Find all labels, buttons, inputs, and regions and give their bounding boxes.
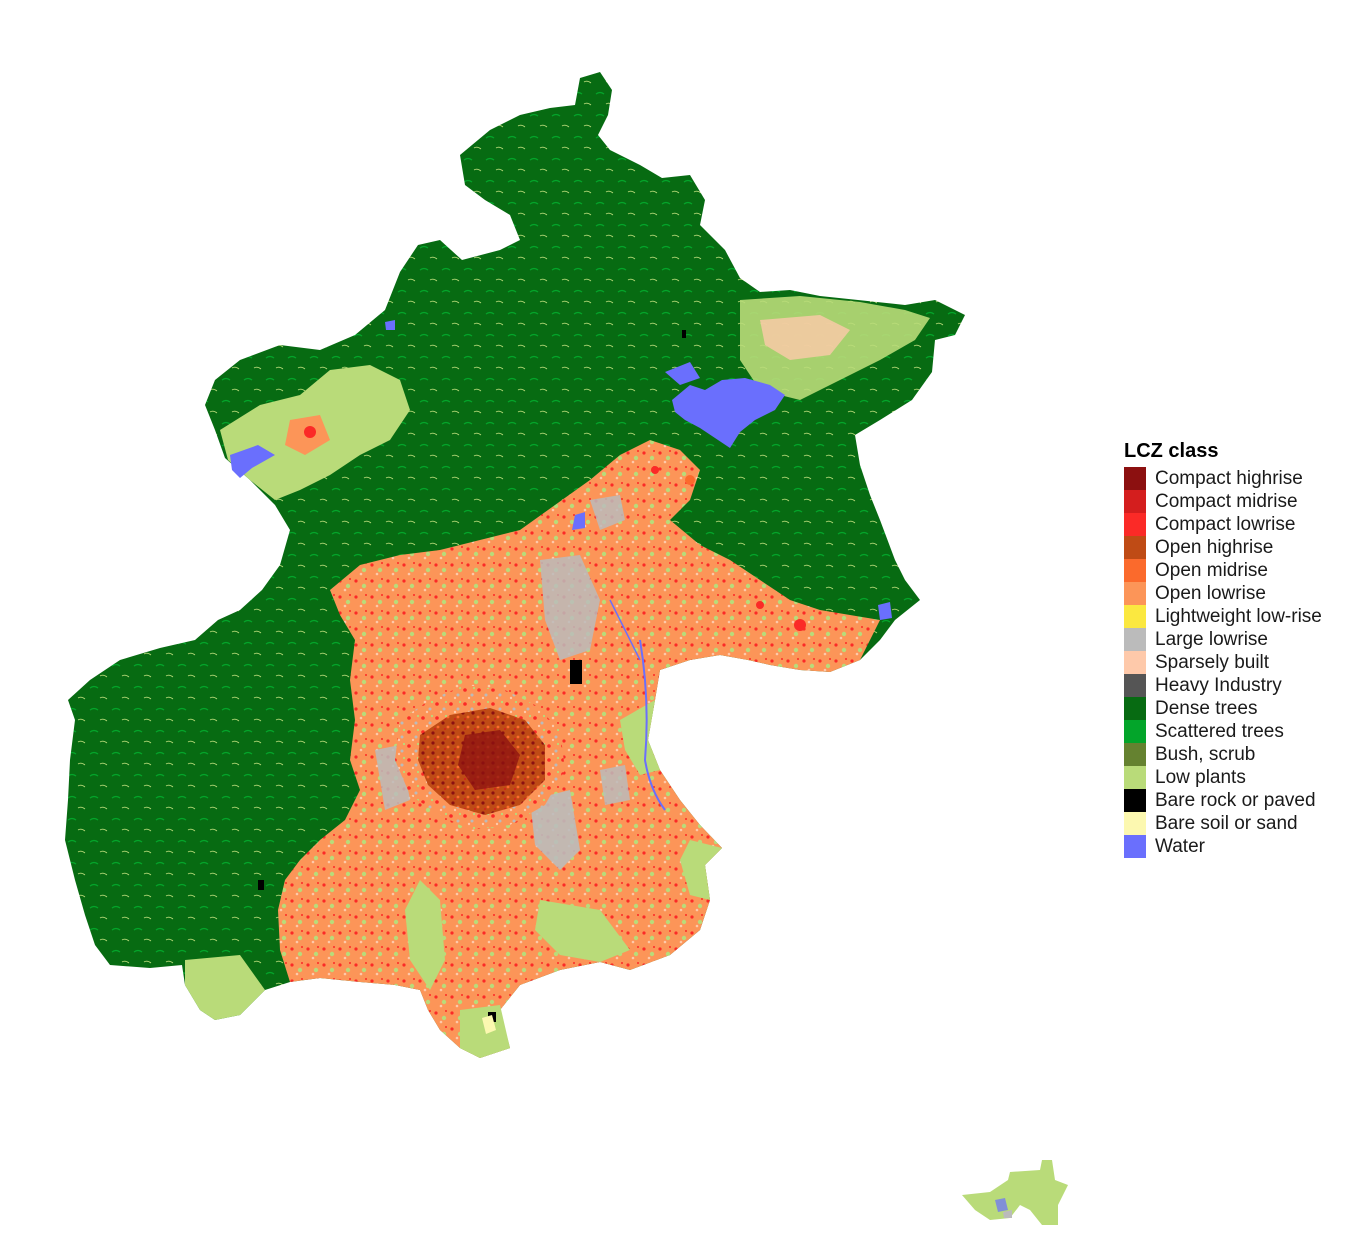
legend-item: Compact highrise [1124, 467, 1354, 490]
legend-swatch [1124, 605, 1146, 628]
legend-item: Open lowrise [1124, 582, 1354, 605]
legend-label: Scattered trees [1155, 721, 1284, 742]
legend-label: Compact midrise [1155, 491, 1298, 512]
legend-item: Compact lowrise [1124, 513, 1354, 536]
beijing-lcz-map [65, 72, 1068, 1225]
legend-label: Open highrise [1155, 537, 1274, 558]
legend-item: Water [1124, 835, 1354, 858]
legend-item: Heavy Industry [1124, 674, 1354, 697]
legend-items: Compact highrise Compact midrise Compact l… [1124, 467, 1354, 858]
legend-swatch [1124, 743, 1146, 766]
legend-swatch [1124, 490, 1146, 513]
large-lowrise-east [540, 555, 600, 660]
legend-label: Water [1155, 836, 1205, 857]
legend-swatch [1124, 674, 1146, 697]
legend-label: Heavy Industry [1155, 675, 1282, 696]
legend-label: Lightweight low-rise [1155, 606, 1322, 627]
legend-label: Compact lowrise [1155, 514, 1296, 535]
legend-label: Sparsely built [1155, 652, 1270, 673]
lcz-map [65, 72, 1068, 1225]
legend-swatch [1124, 651, 1146, 674]
legend-label: Open lowrise [1155, 583, 1266, 604]
legend-swatch [1124, 812, 1146, 835]
legend-item: Large lowrise [1124, 628, 1354, 651]
legend-swatch [1124, 559, 1146, 582]
legend-label: Dense trees [1155, 698, 1258, 719]
southern-exclave-low-plants [962, 1160, 1068, 1225]
legend-label: Open midrise [1155, 560, 1268, 581]
legend-item: Bush, scrub [1124, 743, 1354, 766]
legend-label: Large lowrise [1155, 629, 1268, 650]
legend-swatch [1124, 697, 1146, 720]
legend: LCZ class Compact highrise Compact midris… [1124, 438, 1354, 858]
legend-label: Compact highrise [1155, 468, 1303, 489]
legend-swatch [1124, 628, 1146, 651]
legend-swatch [1124, 467, 1146, 490]
legend-item: Bare rock or paved [1124, 789, 1354, 812]
legend-item: Open midrise [1124, 559, 1354, 582]
miyun-reservoir [672, 378, 785, 448]
legend-title: LCZ class [1124, 440, 1219, 462]
legend-item: Compact midrise [1124, 490, 1354, 513]
legend-item: Dense trees [1124, 697, 1354, 720]
legend-label: Bare rock or paved [1155, 790, 1316, 811]
legend-swatch [1124, 582, 1146, 605]
legend-label: Low plants [1155, 767, 1246, 788]
guanting-reservoir [230, 445, 275, 478]
legend-swatch [1124, 536, 1146, 559]
legend-item: Low plants [1124, 766, 1354, 789]
legend-item: Bare soil or sand [1124, 812, 1354, 835]
legend-item: Open highrise [1124, 536, 1354, 559]
legend-item: Lightweight low-rise [1124, 605, 1354, 628]
legend-swatch [1124, 835, 1146, 858]
legend-swatch [1124, 513, 1146, 536]
legend-swatch [1124, 720, 1146, 743]
legend-label: Bare soil or sand [1155, 813, 1298, 834]
legend-item: Scattered trees [1124, 720, 1354, 743]
legend-item: Sparsely built [1124, 651, 1354, 674]
legend-swatch [1124, 789, 1146, 812]
legend-swatch [1124, 766, 1146, 789]
legend-label: Bush, scrub [1155, 744, 1256, 765]
